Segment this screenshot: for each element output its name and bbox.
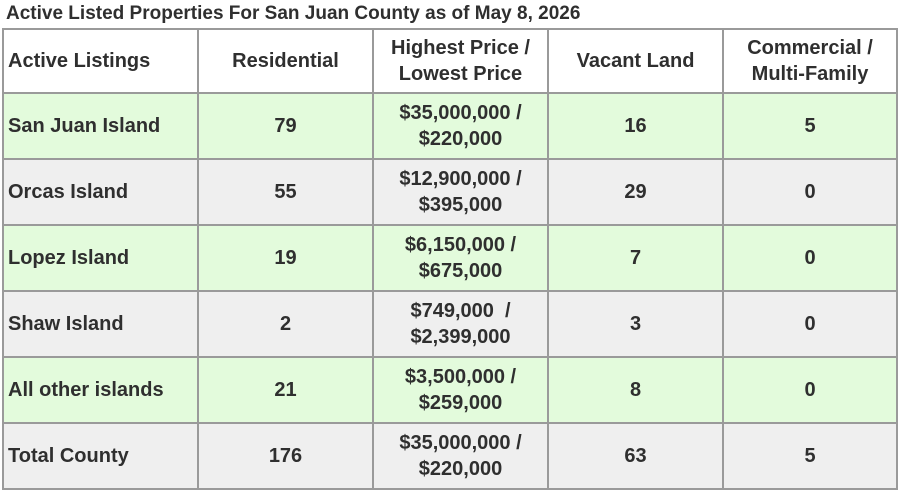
cell-vacant-land: 16 <box>549 94 724 160</box>
cell-vacant-land: 7 <box>549 226 724 292</box>
table-row: Orcas Island 55 $12,900,000 / $395,000 2… <box>4 160 898 226</box>
header-active-listings: Active Listings <box>4 30 199 94</box>
cell-commercial: 0 <box>724 160 898 226</box>
header-vacant-land: Vacant Land <box>549 30 724 94</box>
cell-vacant-land: 29 <box>549 160 724 226</box>
table-row: Shaw Island 2 $749,000 / $2,399,000 3 0 <box>4 292 898 358</box>
cell-area-name: Lopez Island <box>4 226 199 292</box>
header-commercial: Commercial / Multi-Family <box>724 30 898 94</box>
cell-area-name: Orcas Island <box>4 160 199 226</box>
cell-vacant-land: 63 <box>549 424 724 490</box>
cell-price: $35,000,000 / $220,000 <box>374 94 549 160</box>
cell-commercial: 0 <box>724 358 898 424</box>
cell-price: $749,000 / $2,399,000 <box>374 292 549 358</box>
cell-area-name: All other islands <box>4 358 199 424</box>
cell-area-name: San Juan Island <box>4 94 199 160</box>
cell-area-name: Total County <box>4 424 199 490</box>
listings-table: Active Listings Residential Highest Pric… <box>2 28 898 490</box>
cell-vacant-land: 8 <box>549 358 724 424</box>
header-price: Highest Price / Lowest Price <box>374 30 549 94</box>
cell-residential: 21 <box>199 358 374 424</box>
cell-residential: 55 <box>199 160 374 226</box>
cell-residential: 176 <box>199 424 374 490</box>
table-row: All other islands 21 $3,500,000 / $259,0… <box>4 358 898 424</box>
cell-price: $3,500,000 / $259,000 <box>374 358 549 424</box>
table-row: Lopez Island 19 $6,150,000 / $675,000 7 … <box>4 226 898 292</box>
cell-price: $12,900,000 / $395,000 <box>374 160 549 226</box>
header-row: Active Listings Residential Highest Pric… <box>4 30 898 94</box>
cell-area-name: Shaw Island <box>4 292 199 358</box>
cell-commercial: 0 <box>724 292 898 358</box>
header-residential: Residential <box>199 30 374 94</box>
cell-vacant-land: 3 <box>549 292 724 358</box>
cell-commercial: 0 <box>724 226 898 292</box>
table-row-total: Total County 176 $35,000,000 / $220,000 … <box>4 424 898 490</box>
cell-residential: 2 <box>199 292 374 358</box>
page-title: Active Listed Properties For San Juan Co… <box>6 3 581 24</box>
cell-price: $35,000,000 / $220,000 <box>374 424 549 490</box>
cell-commercial: 5 <box>724 424 898 490</box>
cell-price: $6,150,000 / $675,000 <box>374 226 549 292</box>
cell-residential: 79 <box>199 94 374 160</box>
cell-residential: 19 <box>199 226 374 292</box>
cell-commercial: 5 <box>724 94 898 160</box>
table-row: San Juan Island 79 $35,000,000 / $220,00… <box>4 94 898 160</box>
